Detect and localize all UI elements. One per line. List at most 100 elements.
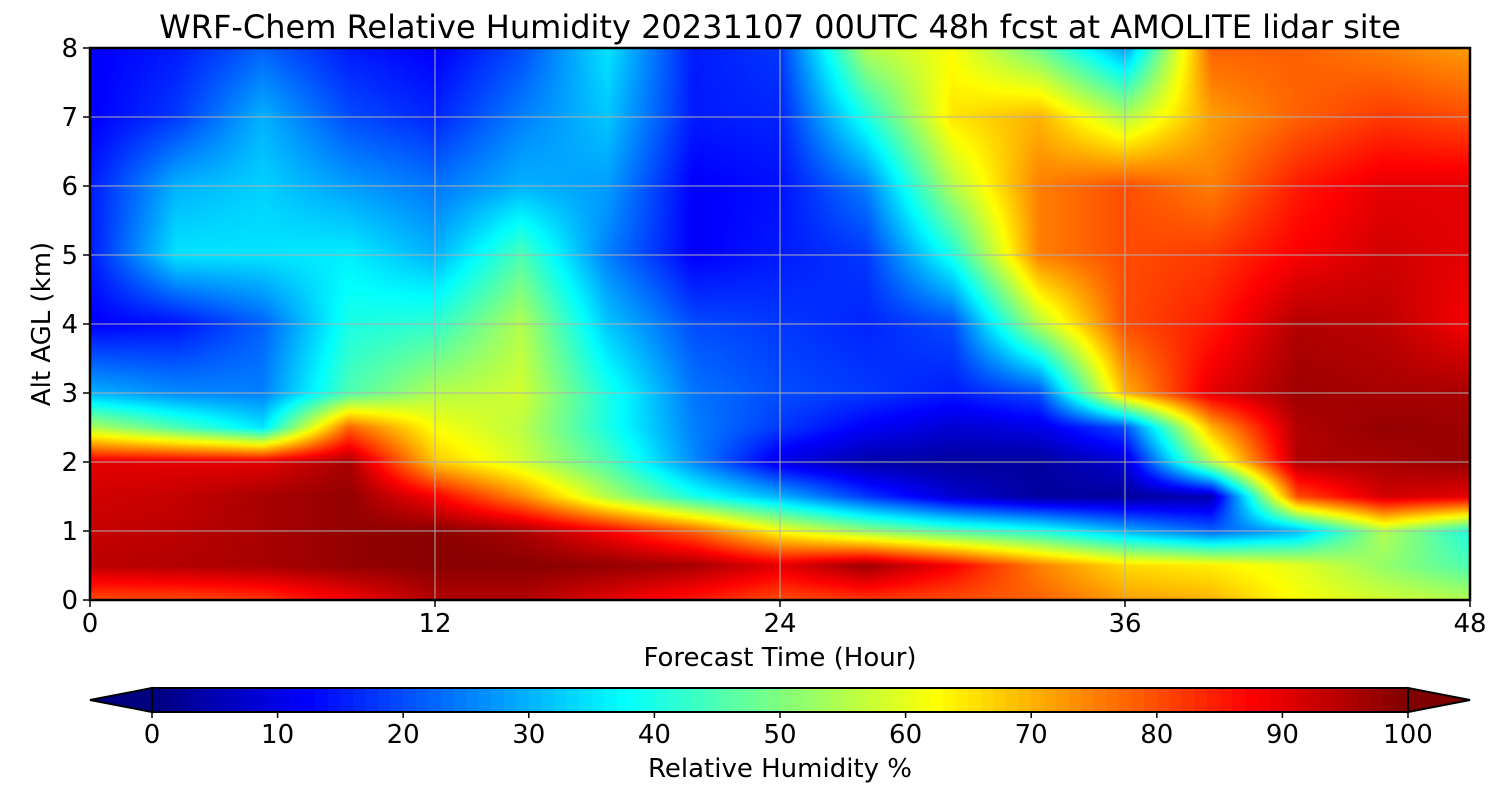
grid-lines: [90, 48, 1470, 600]
colorbar-cell: [654, 688, 668, 712]
colorbar-cell: [1357, 688, 1371, 712]
colorbar-cell: [1269, 688, 1283, 712]
colorbar-cell: [1232, 688, 1246, 712]
x-axis-label: Forecast Time (Hour): [643, 643, 916, 673]
chart-title: WRF-Chem Relative Humidity 20231107 00UT…: [159, 8, 1401, 46]
colorbar-cell: [1156, 688, 1170, 712]
colorbar-cell: [1382, 688, 1397, 712]
y-axis-label: Alt AGL (km): [27, 242, 57, 406]
colorbar-cell: [805, 688, 819, 712]
colorbar-cell: [1094, 688, 1108, 712]
colorbar-cell: [365, 688, 379, 712]
colorbar-cell: [993, 688, 1007, 712]
y-tick-label: 7: [61, 103, 78, 133]
colorbar-extend-high: [1407, 686, 1471, 714]
colorbar-cell: [1131, 688, 1145, 712]
colorbar-tick-label: 90: [1266, 720, 1299, 750]
colorbar-tick-label: 50: [763, 720, 796, 750]
y-axis-ticks: 0 1 2 3 4 5 6 7 8: [61, 34, 90, 616]
x-tick-label: 12: [418, 609, 451, 639]
colorbar-cell: [905, 688, 919, 712]
colorbar-cell: [440, 688, 455, 712]
colorbar-cell: [980, 688, 995, 712]
colorbar-cell: [717, 688, 731, 712]
colorbar-cell: [1244, 688, 1258, 712]
colorbar-cell: [1282, 688, 1296, 712]
colorbar-cell: [1144, 688, 1158, 712]
colorbar-cell: [1181, 688, 1196, 712]
colorbar-cell: [955, 688, 969, 712]
colorbar-cell: [729, 688, 743, 712]
colorbar-cell: [277, 688, 291, 712]
colorbar-cell: [252, 688, 266, 712]
colorbar-cell: [943, 688, 957, 712]
y-tick-label: 3: [61, 379, 78, 409]
colorbar: 0 10 20 30 40 50 60 70 80 90 100: [89, 686, 1471, 750]
colorbar-cell: [428, 688, 442, 712]
colorbar-cell: [1294, 688, 1309, 712]
colorbar-cell: [340, 688, 354, 712]
colorbar-gradient: [152, 688, 1409, 712]
colorbar-cell: [893, 688, 907, 712]
colorbar-cell: [290, 688, 304, 712]
y-tick-label: 4: [61, 310, 78, 340]
x-tick-label: 36: [1108, 609, 1141, 639]
colorbar-tick-label: 80: [1140, 720, 1173, 750]
colorbar-cell: [491, 688, 505, 712]
colorbar-cell: [164, 688, 178, 712]
colorbar-cell: [1332, 688, 1346, 712]
colorbar-cell: [918, 688, 932, 712]
colorbar-tick-label: 30: [512, 720, 545, 750]
colorbar-cell: [503, 688, 517, 712]
colorbar-cell: [1219, 688, 1233, 712]
colorbar-cell: [403, 688, 417, 712]
colorbar-cell: [1068, 688, 1083, 712]
x-axis-ticks: 0 12 24 36 48: [82, 600, 1487, 639]
colorbar-cell: [227, 688, 241, 712]
colorbar-cell: [239, 688, 254, 712]
colorbar-cell: [704, 688, 718, 712]
colorbar-cell: [214, 688, 228, 712]
x-tick-label: 24: [763, 609, 796, 639]
colorbar-cell: [352, 688, 367, 712]
y-tick-label: 0: [61, 586, 78, 616]
colorbar-cell: [629, 688, 643, 712]
colorbar-cell: [641, 688, 655, 712]
colorbar-cell: [265, 688, 279, 712]
colorbar-ticks: 0 10 20 30 40 50 60 70 80 90 100: [144, 712, 1433, 750]
colorbar-cell: [792, 688, 806, 712]
colorbar-cell: [817, 688, 831, 712]
colorbar-cell: [1345, 688, 1359, 712]
colorbar-cell: [189, 688, 203, 712]
colorbar-cell: [1006, 688, 1020, 712]
colorbar-cell: [566, 688, 580, 712]
colorbar-cell: [1370, 688, 1384, 712]
colorbar-cell: [327, 688, 341, 712]
colorbar-cell: [1320, 688, 1334, 712]
x-tick-label: 0: [82, 609, 99, 639]
x-tick-label: 48: [1453, 609, 1486, 639]
colorbar-cell: [466, 688, 480, 712]
colorbar-cell: [591, 688, 605, 712]
colorbar-cell: [1169, 688, 1183, 712]
colorbar-cell: [679, 688, 693, 712]
y-tick-label: 5: [61, 241, 78, 271]
colorbar-cell: [1056, 688, 1070, 712]
colorbar-tick-label: 70: [1015, 720, 1048, 750]
colorbar-cell: [604, 688, 618, 712]
colorbar-cell: [1194, 688, 1208, 712]
colorbar-cell: [1207, 688, 1221, 712]
y-tick-label: 6: [61, 172, 78, 202]
y-tick-label: 1: [61, 517, 78, 547]
colorbar-cell: [579, 688, 593, 712]
y-tick-label: 2: [61, 448, 78, 478]
colorbar-cell: [692, 688, 706, 712]
colorbar-cell: [390, 688, 404, 712]
colorbar-cell: [830, 688, 844, 712]
colorbar-cell: [754, 688, 769, 712]
colorbar-cell: [302, 688, 316, 712]
colorbar-cell: [666, 688, 681, 712]
colorbar-cell: [780, 688, 794, 712]
